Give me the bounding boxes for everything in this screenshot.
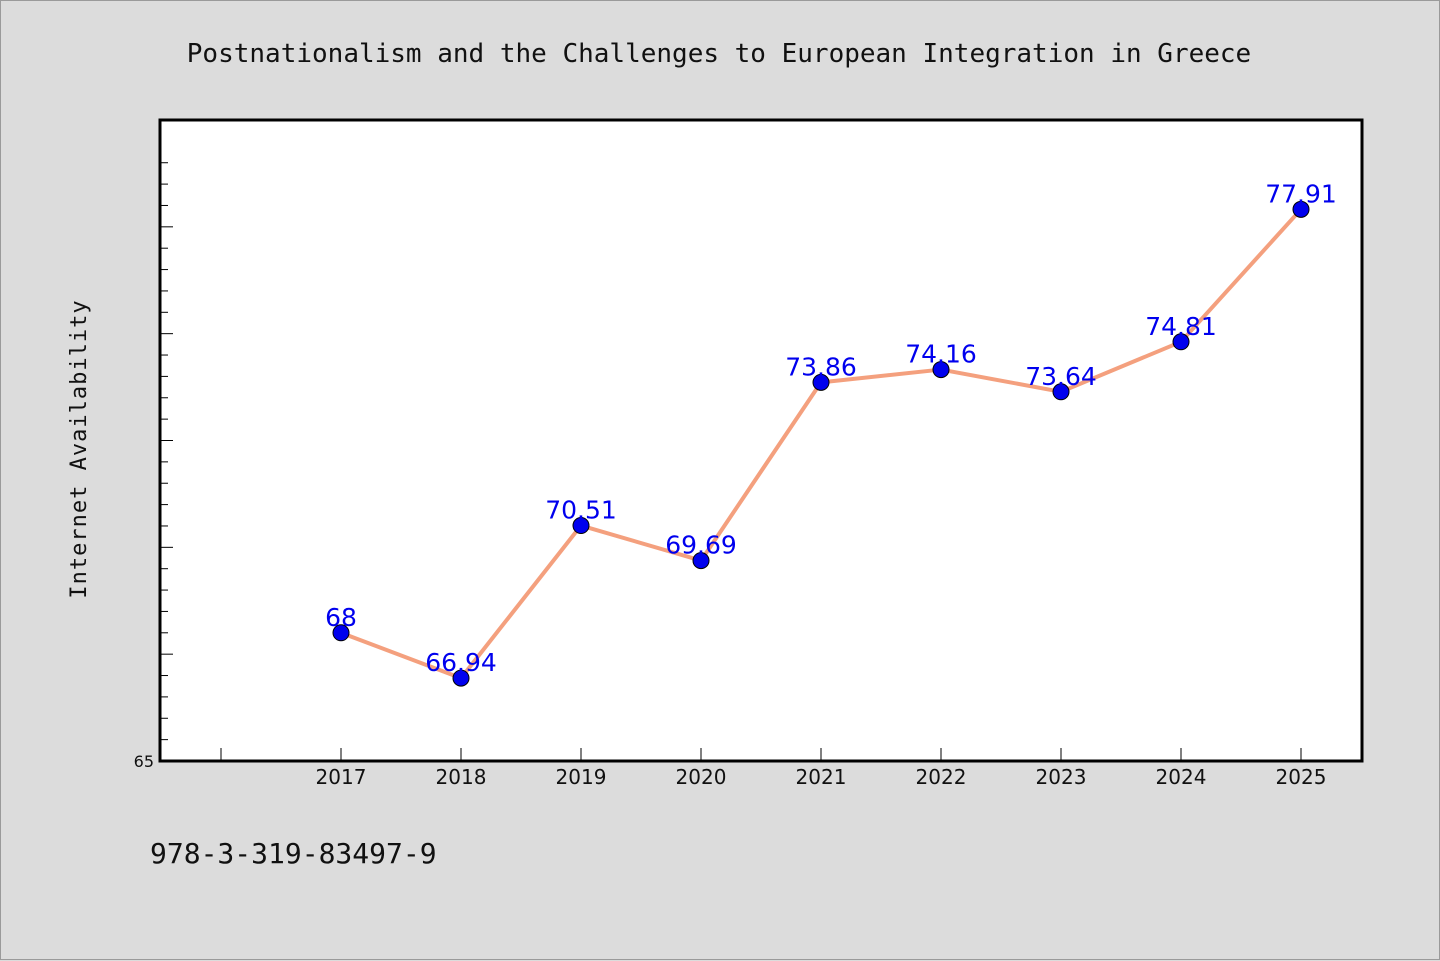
data-label: 66.94 (425, 648, 497, 677)
data-label: 74.16 (905, 340, 977, 369)
data-point (1052, 383, 1070, 401)
data-point (332, 624, 350, 642)
data-point (572, 517, 590, 535)
x-tick-label: 2024 (1156, 765, 1207, 789)
x-tick-label: 2021 (796, 765, 847, 789)
chart-title: Postnationalism and the Challenges to Eu… (187, 39, 1251, 69)
data-point (812, 373, 830, 391)
x-tick-label: 2022 (916, 765, 967, 789)
y-axis-label: Internet Availability (67, 299, 92, 598)
x-tick-label: 2019 (556, 765, 607, 789)
data-point (1292, 200, 1310, 218)
data-label: 73.64 (1025, 362, 1097, 391)
data-label: 68 (325, 603, 357, 632)
data-labels: 68 66.94 70.51 69.69 73.86 74.16 73.64 74.81 77.… (325, 179, 1337, 677)
plot-area (158, 118, 1364, 763)
data-label: 70.51 (545, 496, 617, 525)
data-label: 74.81 (1145, 312, 1217, 341)
x-tick-label: 2020 (676, 765, 727, 789)
y-axis-ticks: 65 (134, 162, 173, 771)
x-axis-ticks: 2017 2018 2019 2020 2021 2022 2023 2024 2025 (220, 748, 1327, 789)
x-tick-label: 2023 (1036, 765, 1087, 789)
data-point (692, 552, 710, 570)
x-tick-label: 2017 (316, 765, 367, 789)
data-label: 73.86 (785, 352, 857, 381)
data-point (452, 669, 470, 687)
isbn-footer: 978-3-319-83497-9 (150, 837, 437, 870)
data-label: 77.91 (1265, 179, 1337, 208)
x-tick-label: 2025 (1276, 765, 1327, 789)
data-point (932, 361, 950, 379)
y-tick-label: 65 (134, 752, 154, 771)
data-point (1172, 333, 1190, 351)
x-tick-label: 2018 (436, 765, 487, 789)
data-markers (332, 200, 1310, 687)
data-label: 69.69 (665, 531, 737, 560)
